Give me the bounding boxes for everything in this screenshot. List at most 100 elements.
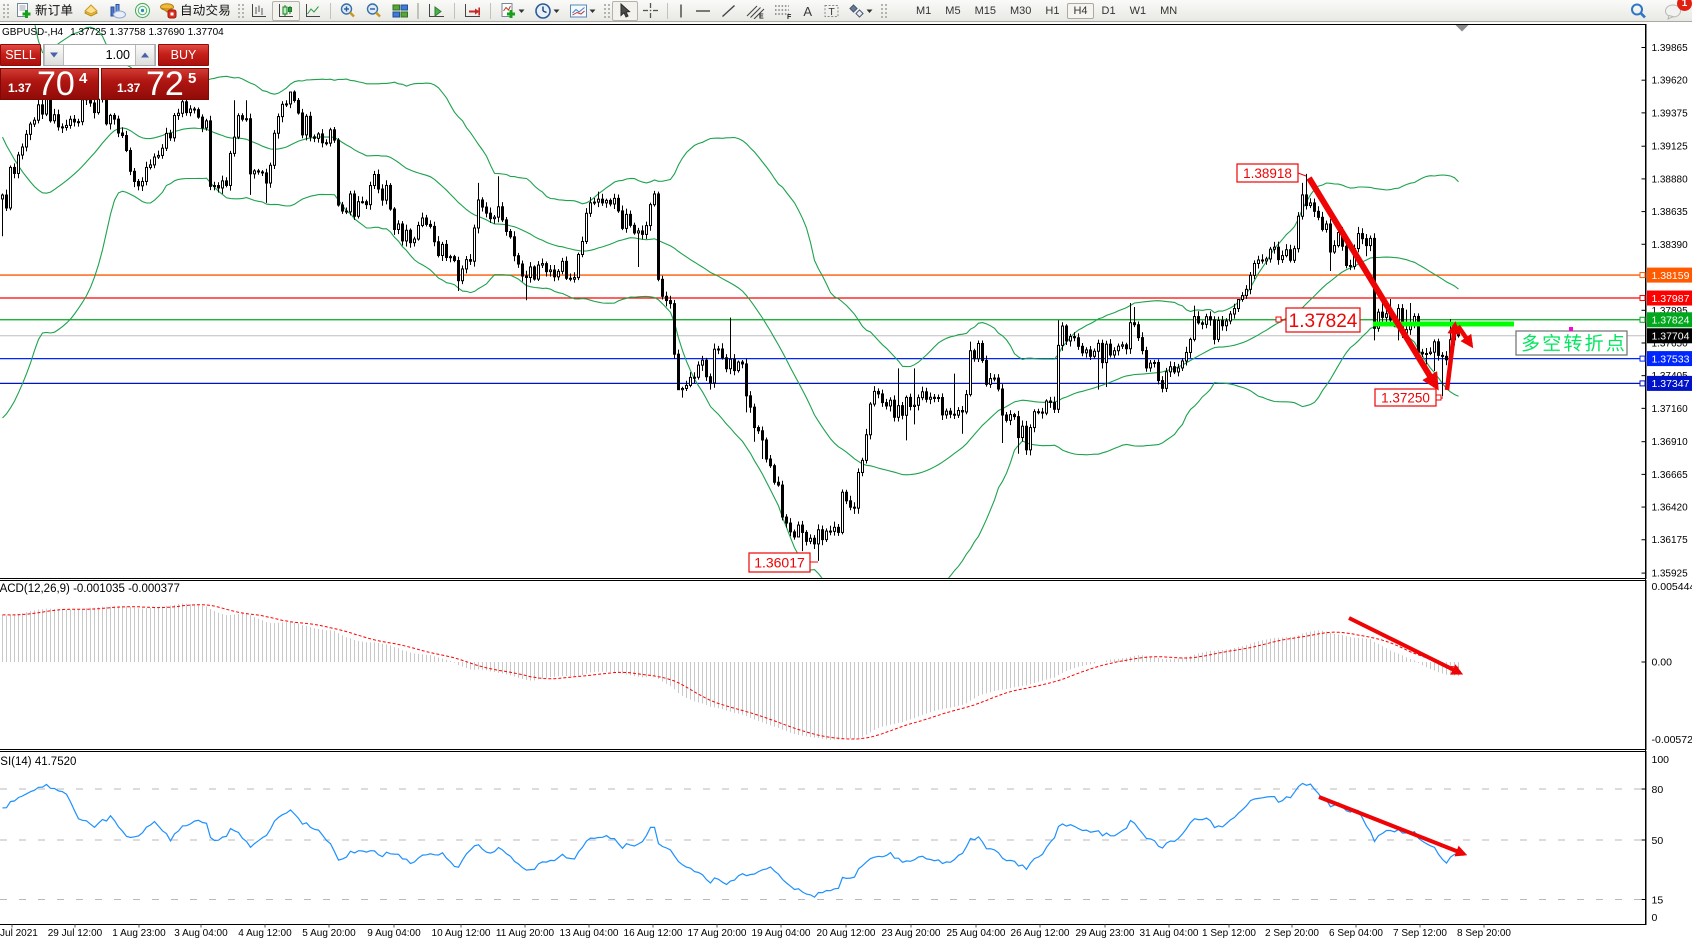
candle-body-bear[interactable] <box>137 180 140 187</box>
candle-body-bear[interactable] <box>121 132 124 137</box>
candle-body-bull[interactable] <box>625 213 628 229</box>
candle-body-bull[interactable] <box>945 410 948 416</box>
time-axis-label[interactable]: 29 Jul 12:00 <box>48 928 103 939</box>
time-axis-label[interactable]: 25 Aug 04:00 <box>947 928 1006 939</box>
candle-body-bull[interactable] <box>233 136 236 154</box>
candle-body-bull[interactable] <box>421 217 424 226</box>
candle-body-bear[interactable] <box>197 109 200 118</box>
vline-tool-button[interactable] <box>672 1 690 21</box>
candle-body-bull[interactable] <box>441 243 444 256</box>
candle-body-bear[interactable] <box>1317 210 1320 218</box>
candle-body-bull[interactable] <box>329 129 332 144</box>
chart-window-button[interactable] <box>104 1 130 21</box>
candle-body-bear[interactable] <box>1445 355 1448 361</box>
candle-body-bull[interactable] <box>913 404 916 407</box>
candle-body-bull[interactable] <box>1333 245 1336 253</box>
candle-body-bear[interactable] <box>1145 350 1148 369</box>
price-tag-1.36017[interactable]: 1.36017 <box>748 552 818 573</box>
candle-body-bull[interactable] <box>693 376 696 379</box>
time-axis-label[interactable]: 16 Aug 12:00 <box>624 928 683 939</box>
candle-body-bear[interactable] <box>789 522 792 533</box>
candle-body-bull[interactable] <box>1297 215 1300 250</box>
candle-body-bull[interactable] <box>1265 258 1268 262</box>
candle-body-bear[interactable] <box>669 300 672 305</box>
candle-body-bull[interactable] <box>897 405 900 418</box>
candle-body-bear[interactable] <box>633 224 636 234</box>
cursor-tool-button[interactable] <box>612 0 638 21</box>
step-forward-button[interactable] <box>423 1 450 21</box>
candle-body-bull[interactable] <box>1193 316 1196 340</box>
candle-body-bull[interactable] <box>213 185 216 188</box>
timeframe-m30-button[interactable]: M30 <box>1009 4 1032 17</box>
candle-body-bear[interactable] <box>677 353 680 391</box>
candle-body-bull[interactable] <box>1085 349 1088 354</box>
candle-body-bear[interactable] <box>201 116 204 129</box>
candle-body-bull[interactable] <box>317 133 320 139</box>
candle-body-bull[interactable] <box>413 238 416 244</box>
time-axis-label[interactable]: 4 Aug 12:00 <box>238 928 292 939</box>
indicators-button[interactable] <box>495 1 530 21</box>
candle-body-bull[interactable] <box>1369 237 1372 247</box>
candle-body-bear[interactable] <box>893 399 896 418</box>
volume-decrease-button[interactable] <box>44 45 64 65</box>
candle-body-bear[interactable] <box>133 170 136 182</box>
arrows-tool-button[interactable] <box>844 1 878 21</box>
autotrade-button[interactable] <box>155 1 235 21</box>
candle-body-bear[interactable] <box>641 230 644 235</box>
candle-body-bull[interactable] <box>701 359 704 366</box>
candle-body-bear[interactable] <box>1381 311 1384 318</box>
candle-body-bull[interactable] <box>541 263 544 266</box>
candle-body-bear[interactable] <box>521 263 524 277</box>
candle-body-bear[interactable] <box>845 491 848 502</box>
candle-body-bull[interactable] <box>1217 320 1220 340</box>
candle-body-bear[interactable] <box>341 204 344 212</box>
candle-body-bear[interactable] <box>761 430 764 441</box>
candle-body-bull[interactable] <box>965 394 968 413</box>
candle-body-bull[interactable] <box>873 390 876 405</box>
time-axis-label[interactable]: 26 Aug 12:00 <box>1011 928 1070 939</box>
search-button[interactable] <box>1625 1 1652 21</box>
candle-body-bear[interactable] <box>225 180 228 186</box>
time-axis-label[interactable]: 6 Sep 04:00 <box>1329 928 1383 939</box>
candle-body-bear[interactable] <box>193 108 196 111</box>
candle-body-bear[interactable] <box>881 393 884 404</box>
candle-body-bear[interactable] <box>297 99 300 114</box>
candle-body-bear[interactable] <box>1101 342 1104 364</box>
trendline-tool-button[interactable] <box>716 1 741 21</box>
candle-body-bear[interactable] <box>1209 316 1212 321</box>
line-endpoint-marker[interactable] <box>1639 272 1646 279</box>
candle-body-bear[interactable] <box>877 390 880 395</box>
candle-body-bull[interactable] <box>649 204 652 227</box>
candle-body-bear[interactable] <box>1041 411 1044 414</box>
candle-body-bull[interactable] <box>1149 362 1152 369</box>
timeframe-h4-button[interactable]: H4 <box>1067 2 1094 19</box>
periods-button[interactable] <box>530 1 565 21</box>
candle-body-bull[interactable] <box>993 377 996 380</box>
chat-button[interactable]: 1 <box>1660 0 1692 21</box>
candle-body-bull[interactable] <box>1237 298 1240 310</box>
candle-body-bear[interactable] <box>1349 264 1352 267</box>
candle-body-bear[interactable] <box>1089 349 1092 357</box>
candle-body-bear[interactable] <box>93 102 96 114</box>
candle-body-bear[interactable] <box>853 506 856 509</box>
rsi-annotation-arrow[interactable] <box>1318 795 1468 857</box>
candle-body-bear[interactable] <box>1017 416 1020 439</box>
timeframe-m1-button[interactable]: M1 <box>916 4 932 17</box>
candle-body-bull[interactable] <box>1429 351 1432 355</box>
candle-body-bear[interactable] <box>469 259 472 262</box>
candle-body-bull[interactable] <box>361 201 364 204</box>
candle-body-bear[interactable] <box>1077 337 1080 347</box>
candle-body-bear[interactable] <box>489 212 492 220</box>
candle-body-bull[interactable] <box>717 348 720 351</box>
candle-body-bull[interactable] <box>109 114 112 125</box>
candle-body-bull[interactable] <box>1069 336 1072 342</box>
candle-body-bull[interactable] <box>177 112 180 117</box>
candle-body-bear[interactable] <box>1013 414 1016 418</box>
candle-body-bull[interactable] <box>245 118 248 121</box>
candle-body-bull[interactable] <box>477 199 480 229</box>
candle-body-bear[interactable] <box>665 295 668 302</box>
time-axis-label[interactable]: 8 Sep 20:00 <box>1457 928 1511 939</box>
candle-body-bear[interactable] <box>781 484 784 518</box>
candle-body-bear[interactable] <box>1133 322 1136 326</box>
candle-body-bull[interactable] <box>181 101 184 114</box>
